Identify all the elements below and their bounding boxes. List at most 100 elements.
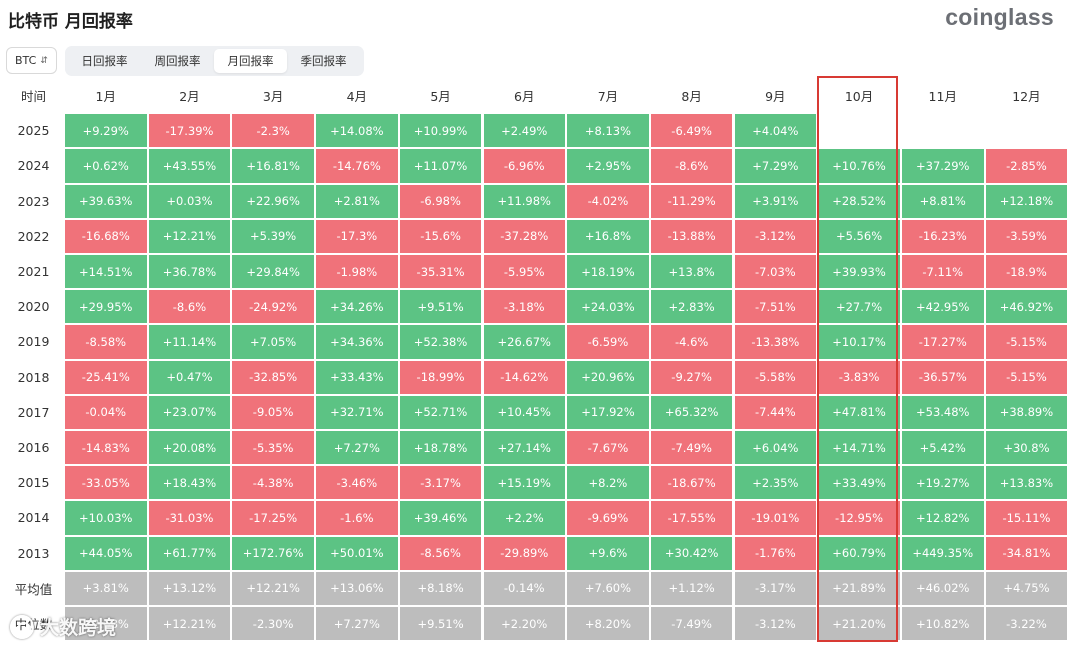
return-cell: -12.95% <box>818 501 900 535</box>
return-cell: +2.95% <box>567 149 649 183</box>
table-row: 2025 +9.29% -17.39% -2.3% +14.08% +10.99% +2.4… <box>0 113 1080 148</box>
return-cell: -18.99% <box>399 360 482 394</box>
return-cell: +18.78% <box>399 431 482 465</box>
return-cell: -31.03% <box>148 501 231 535</box>
table-row: 2021 +14.51% +36.78% +29.84% -1.98% -35.31% -5… <box>0 254 1080 289</box>
header-corner-label: 时间 <box>20 89 46 105</box>
summary-cell: +7.27% <box>316 607 398 641</box>
summary-cell: +3.81% <box>65 571 147 605</box>
return-cell: -2.3% <box>232 114 314 148</box>
return-cell: +39.93% <box>818 255 900 289</box>
return-cell: +65.32% <box>650 395 733 429</box>
return-cell: +10.76% <box>818 149 900 183</box>
return-cell: +0.62% <box>65 149 147 183</box>
tab-weekly-return[interactable]: 周回报率 <box>154 54 201 68</box>
return-cell: +29.95% <box>65 290 147 324</box>
return-cell: +9.6% <box>567 536 649 570</box>
table-row: 2022 -16.68% +12.21% +5.39% -17.3% -15.6% -37.… <box>0 219 1080 254</box>
return-cell <box>986 114 1068 147</box>
return-cell: +20.96% <box>567 360 649 394</box>
return-cell: +16.81% <box>232 149 314 183</box>
return-cell: +0.03% <box>148 184 231 218</box>
return-cell: +3.91% <box>734 184 817 218</box>
return-cell: -14.76% <box>316 149 398 183</box>
return-cell: -3.17% <box>399 466 482 500</box>
summary-label: 平均值 <box>14 581 53 597</box>
month-header: 11月 <box>928 89 957 105</box>
return-cell: +8.2% <box>567 466 649 500</box>
summary-cell: +13.12% <box>148 571 231 605</box>
return-cell: +4.04% <box>734 114 817 148</box>
return-cell: +43.55% <box>148 149 231 183</box>
return-cell: -29.89% <box>483 536 565 570</box>
year-label: 2024 <box>17 158 50 174</box>
summary-cell: +2.20% <box>483 607 565 641</box>
return-cell: +7.27% <box>316 431 398 465</box>
return-cell: +18.19% <box>567 255 649 289</box>
table-row: 2016 -14.83% +20.08% -5.35% +7.27% +18.78% +27… <box>0 430 1080 465</box>
tab-daily-return[interactable]: 日回报率 <box>81 54 128 68</box>
summary-cell: +8.20% <box>567 607 649 641</box>
return-cell: +12.21% <box>148 219 231 253</box>
return-cell: -7.67% <box>567 431 649 465</box>
return-cell: +33.49% <box>818 466 900 500</box>
return-cell: -4.02% <box>567 184 649 218</box>
return-cell: -16.68% <box>65 219 147 253</box>
return-cell: +22.96% <box>232 184 314 218</box>
return-cell: +23.07% <box>148 395 231 429</box>
return-cell <box>902 114 984 147</box>
return-cell: +15.19% <box>483 466 565 500</box>
return-cell: -6.49% <box>650 114 733 148</box>
summary-cell: +9.51% <box>399 607 482 641</box>
return-cell: +52.38% <box>399 325 482 359</box>
summary-cell: +21.20% <box>818 607 900 641</box>
tab-quarterly-return[interactable]: 季回报率 <box>300 54 347 68</box>
return-cell: -17.25% <box>232 501 314 535</box>
return-cell: +2.49% <box>483 114 565 148</box>
year-label: 2013 <box>17 545 50 561</box>
watermark: 大数跨境 <box>10 613 116 640</box>
return-cell: +11.98% <box>483 184 565 218</box>
month-header: 7月 <box>597 89 619 105</box>
table-row: 2015 -33.05% +18.43% -4.38% -3.46% -3.17% +15.… <box>0 465 1080 500</box>
return-cell: -17.55% <box>650 501 733 535</box>
return-cell: -17.3% <box>316 219 398 253</box>
table-row: 2017 -0.04% +23.07% -9.05% +32.71% +52.71% +10… <box>0 395 1080 430</box>
return-cell: +52.71% <box>399 395 482 429</box>
watermark-logo-icon <box>10 614 34 639</box>
return-cell: -6.96% <box>483 149 565 183</box>
return-cell: -7.03% <box>734 255 817 289</box>
return-cell: +20.08% <box>148 431 231 465</box>
return-cell: -4.6% <box>650 325 733 359</box>
tab-monthly-return[interactable]: 月回报率 <box>214 49 287 73</box>
return-cell: +38.89% <box>985 395 1068 429</box>
return-cell: +19.27% <box>902 466 984 500</box>
return-cell: -34.81% <box>985 536 1068 570</box>
return-cell: -8.58% <box>65 325 147 359</box>
return-cell: -19.01% <box>734 501 817 535</box>
coin-select-value: BTC <box>15 54 37 67</box>
return-cell: -5.15% <box>985 325 1068 359</box>
return-cell: +24.03% <box>567 290 649 324</box>
return-cell: +0.47% <box>148 360 231 394</box>
return-cell: +8.13% <box>567 114 649 148</box>
return-cell: -37.28% <box>483 219 565 253</box>
year-label: 2016 <box>17 440 50 456</box>
return-cell: +7.29% <box>734 149 817 183</box>
year-label: 2020 <box>17 299 50 315</box>
return-cell: +7.05% <box>232 325 314 359</box>
coin-select[interactable]: BTC ⇵ <box>6 47 57 74</box>
return-cell: -17.27% <box>902 325 984 359</box>
return-cell: -6.98% <box>399 184 482 218</box>
page-title: 比特币 月回报率 <box>8 12 133 32</box>
return-cell: +26.67% <box>483 325 565 359</box>
year-label: 2014 <box>17 510 50 526</box>
return-cell: +12.82% <box>902 501 984 535</box>
return-cell: +10.03% <box>65 501 147 535</box>
return-cell: -14.62% <box>483 360 565 394</box>
return-cell: -5.58% <box>734 360 817 394</box>
summary-cell: +1.12% <box>650 571 733 605</box>
return-cell: +39.63% <box>65 184 147 218</box>
return-cell: +28.52% <box>818 184 900 218</box>
return-cell: -8.6% <box>650 149 733 183</box>
